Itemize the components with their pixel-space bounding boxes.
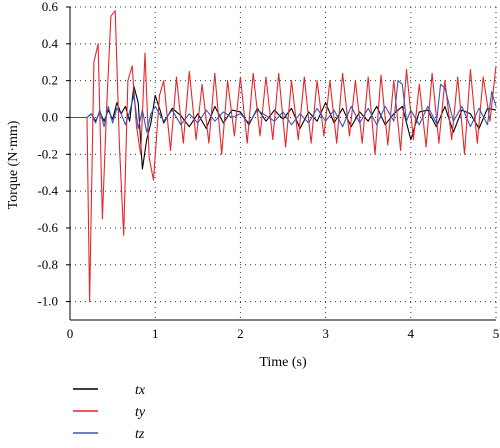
series-lines (70, 10, 497, 303)
x-tick-label: 3 (322, 326, 329, 341)
legend-label-ty: ty (135, 405, 146, 420)
legend-label-tz: tz (135, 427, 145, 442)
y-tick-label: 0.6 (42, 0, 59, 14)
axes (66, 6, 496, 321)
y-tick-label: -1.0 (37, 294, 58, 309)
y-tick-label: 0.4 (42, 36, 59, 51)
y-tick-label: -0.2 (37, 146, 58, 161)
x-tick-label: 1 (152, 326, 159, 341)
y-axis-title: Torque (N·mm) (6, 120, 21, 209)
x-tick-label: 4 (408, 326, 415, 341)
y-tick-label: 0.2 (42, 73, 58, 88)
x-tick-label: 0 (67, 326, 74, 341)
y-tick-label: -0.4 (37, 183, 58, 198)
legend-label-tx: tx (135, 383, 146, 398)
x-tick-label: 2 (237, 326, 244, 341)
series-ty-line (70, 10, 497, 303)
y-tick-label: -0.6 (37, 220, 58, 235)
legend: tx ty tz (73, 383, 146, 442)
tick-labels: 0 1 2 3 4 5 0.6 0.4 0.2 0.0 -0.2 -0.4 -0.6 -0.8 -1.0 (37, 0, 499, 341)
x-axis-title: Time (s) (259, 355, 307, 370)
y-tick-label: 0.0 (42, 109, 58, 124)
grid (70, 6, 497, 320)
y-tick-label: -0.8 (37, 257, 58, 272)
series-tz-line (70, 80, 497, 133)
x-tick-label: 5 (493, 326, 500, 341)
